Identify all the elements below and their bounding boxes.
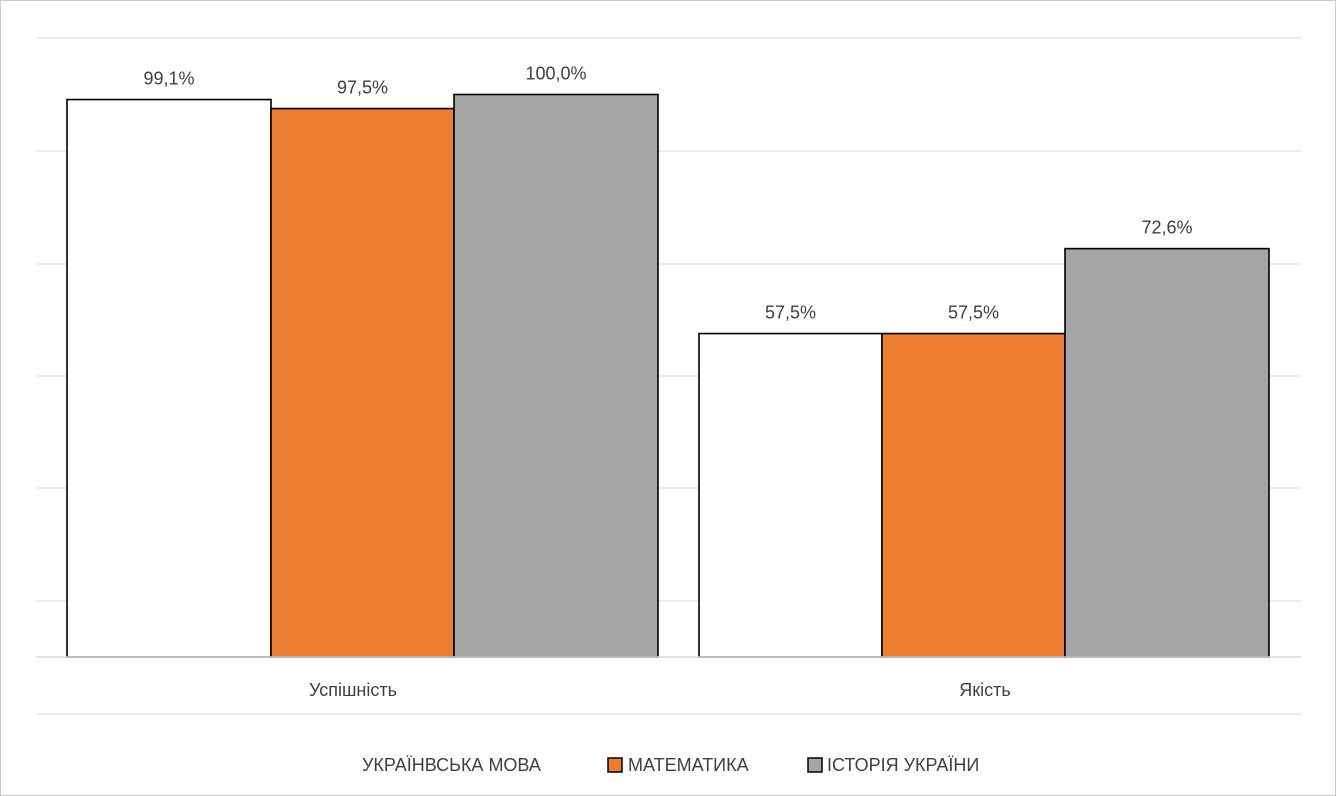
data-label: 57,5% [948, 303, 999, 323]
bar-uspishnist-series-3 [453, 93, 659, 658]
data-label: 57,5% [765, 303, 816, 323]
legend-label: МАТЕМАТИКА [628, 755, 749, 775]
bar-yakist-series-2 [881, 332, 1066, 658]
bar-uspishnist-series-2 [270, 107, 455, 658]
data-label: 72,6% [1141, 218, 1192, 238]
legend-swatch [807, 757, 823, 773]
data-label: 99,1% [143, 69, 194, 89]
bars [66, 93, 1270, 658]
data-labels: 99,1% 97,5% 100,0% 57,5% 57,5% 72,6% [143, 64, 1192, 323]
legend-swatch [607, 757, 623, 773]
category-label: Успішність [309, 680, 397, 700]
category-labels: Успішність Якість [309, 680, 1011, 700]
bar-yakist-series-1 [698, 332, 883, 658]
data-label: 100,0% [525, 64, 586, 84]
bar-yakist-series-3 [1064, 247, 1270, 658]
legend: УКРАЇНВСЬКА МОВА МАТЕМАТИКА ІСТОРІЯ УКРАЇН… [362, 755, 979, 775]
legend-label: УКРАЇНВСЬКА МОВА [362, 755, 541, 775]
bar-uspishnist-series-1 [66, 98, 272, 658]
data-label: 97,5% [337, 78, 388, 98]
legend-label: ІСТОРІЯ УКРАЇНИ [827, 755, 979, 775]
category-label: Якість [959, 680, 1011, 700]
